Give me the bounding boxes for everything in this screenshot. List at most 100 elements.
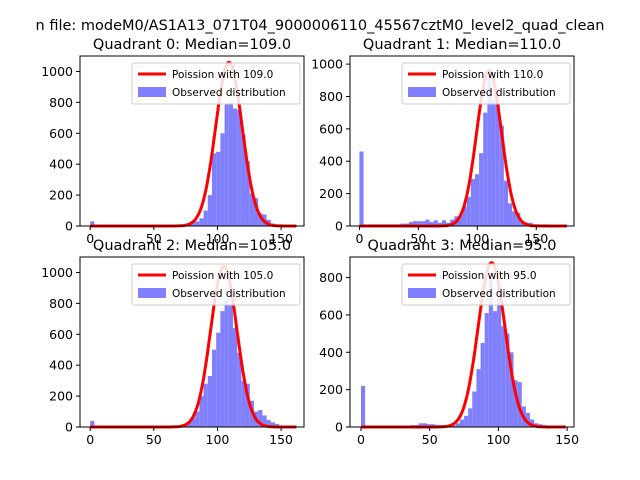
- histogram-bar: [501, 326, 506, 427]
- x-tick-label: 100: [206, 231, 230, 246]
- axes-frame: [349, 256, 575, 428]
- x-tick-label: 0: [357, 432, 365, 447]
- legend-patch-swatch: [408, 87, 436, 97]
- y-tick-label: 600: [319, 307, 343, 322]
- y-tick-label: 200: [319, 186, 343, 201]
- histogram-bar: [484, 313, 489, 427]
- histogram-bar: [199, 218, 204, 226]
- y-tick-label: 400: [49, 157, 73, 172]
- legend-entry-fit: Poission with 109.0: [172, 69, 273, 81]
- legend: Poission with 110.0 Observed distribution: [401, 62, 571, 105]
- histogram-bar: [497, 298, 502, 427]
- y-tick-label: 200: [49, 188, 73, 203]
- histogram-bar: [520, 222, 525, 226]
- histogram-bar: [516, 213, 521, 226]
- histogram-bar: [468, 408, 473, 427]
- legend-box: [401, 263, 571, 306]
- legend-box: [131, 62, 301, 105]
- histogram-bar: [216, 332, 221, 427]
- histogram-bar: [503, 180, 508, 226]
- histogram-bar: [408, 221, 414, 226]
- histogram-bar: [464, 415, 469, 427]
- histogram-bar: [190, 417, 196, 427]
- x-tick-label: 150: [555, 432, 579, 447]
- y-tick-label: 600: [319, 121, 343, 136]
- histogram-bar: [488, 279, 493, 427]
- subplot-title: Quadrant 0: Median=109.0: [93, 37, 291, 53]
- histogram-bar: [232, 108, 238, 226]
- histogram-bar: [220, 133, 225, 226]
- y-tick-label: 0: [65, 219, 73, 234]
- histogram-bar: [241, 134, 246, 226]
- histogram-bar: [474, 174, 480, 226]
- x-tick-label: 50: [146, 231, 162, 246]
- histogram-bar: [237, 352, 242, 427]
- histogram-bar: [199, 396, 204, 427]
- y-tick-label: 800: [319, 89, 343, 104]
- legend-entry-fit: Poission with 105.0: [172, 270, 273, 282]
- y-tick-label: 400: [319, 345, 343, 360]
- y-tick-label: 1000: [41, 64, 73, 79]
- histogram-bar: [491, 99, 496, 226]
- histogram-bar: [507, 203, 513, 226]
- histogram-bar: [237, 110, 242, 226]
- histogram-bar: [509, 352, 514, 427]
- histogram-bar: [232, 328, 238, 427]
- histogram-bar: [211, 349, 217, 427]
- histogram-bar: [479, 153, 484, 226]
- histogram-bar: [472, 391, 477, 427]
- histogram-bar: [207, 195, 212, 226]
- histogram-bar: [262, 415, 267, 427]
- y-tick-label: 400: [49, 358, 73, 373]
- axes-frame: [79, 256, 305, 428]
- x-tick-label: 150: [524, 231, 548, 246]
- x-tick-label: 50: [410, 231, 426, 246]
- histogram-bar: [216, 151, 221, 226]
- subplot-1: 0 50 100 150 0 200 400 600 800 1000 Quadrant 1: Me…: [311, 37, 575, 246]
- axes-frame: [349, 55, 575, 227]
- histogram-bar: [241, 380, 246, 427]
- histogram-bar: [360, 385, 366, 427]
- histogram-bar: [195, 411, 200, 427]
- legend-entry-fit: Poission with 95.0: [442, 270, 537, 282]
- histogram-bar: [530, 419, 535, 427]
- subplot-3: 0 50 100 150 0 200 400 600 800 Quadrant 3: Median…: [319, 238, 579, 447]
- histogram-bar: [476, 369, 481, 427]
- histogram-bar: [470, 179, 475, 226]
- histogram-bar: [487, 77, 492, 226]
- histogram-bar: [270, 422, 275, 427]
- histogram-bar: [258, 213, 263, 226]
- histogram-bar: [266, 420, 271, 427]
- x-tick-label: 100: [486, 432, 510, 447]
- x-tick-label: 0: [86, 432, 94, 447]
- x-tick-label: 50: [146, 432, 162, 447]
- histogram-bar: [422, 423, 427, 427]
- legend-patch-swatch: [138, 288, 166, 298]
- subplot-title: Quadrant 1: Median=110.0: [363, 37, 561, 53]
- x-tick-label: 50: [422, 432, 438, 447]
- histogram-bar: [195, 221, 200, 226]
- y-tick-label: 800: [49, 296, 73, 311]
- histogram-bar: [425, 219, 430, 226]
- histogram-bar: [458, 215, 463, 226]
- y-tick-label: 600: [49, 327, 73, 342]
- histogram-bar: [245, 161, 250, 226]
- y-tick-label: 1000: [311, 57, 343, 72]
- histogram-bar: [466, 196, 471, 226]
- histogram-bar: [274, 423, 280, 427]
- histogram-bar: [441, 220, 447, 226]
- histogram-bar: [90, 420, 95, 427]
- histogram-bar: [220, 311, 225, 427]
- legend-entry-observed: Observed distribution: [172, 87, 286, 99]
- legend-patch-swatch: [408, 288, 436, 298]
- histogram-bar: [505, 333, 510, 427]
- y-tick-label: 0: [335, 420, 343, 435]
- x-tick-label: 150: [269, 432, 293, 447]
- histogram-bar: [429, 221, 434, 226]
- histogram-bar: [224, 298, 229, 427]
- histogram-bar: [492, 311, 498, 427]
- histogram-bar: [258, 410, 263, 427]
- histogram-bar: [459, 419, 465, 427]
- histogram-bar: [418, 423, 423, 427]
